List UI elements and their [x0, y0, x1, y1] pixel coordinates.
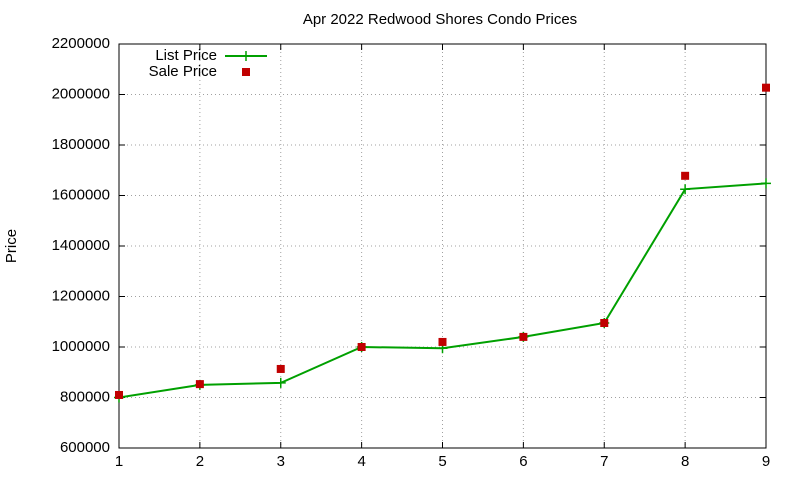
x-tick-label: 5: [438, 453, 446, 470]
point: [438, 337, 447, 346]
plot-frame: [118, 43, 767, 449]
y-tick-label: 1600000: [52, 186, 110, 203]
point: [761, 178, 771, 189]
x-tick-label: 8: [681, 453, 689, 470]
y-axis-label: Price: [3, 229, 20, 263]
y-tick-label: 1800000: [52, 136, 110, 153]
y-tick-label: 2000000: [52, 85, 110, 102]
point: [357, 343, 366, 351]
x-tick-label: 7: [600, 453, 608, 470]
legend-swatch: [242, 68, 250, 76]
x-tick-label: 2: [196, 453, 204, 470]
y-tick-label: 1200000: [52, 287, 110, 304]
y-tick-label: 600000: [60, 439, 110, 456]
x-tick-label: 1: [115, 453, 123, 470]
y-tick-label: 1000000: [52, 338, 110, 355]
legend-label: Sale Price: [149, 63, 217, 80]
y-tick-label: 2200000: [52, 35, 110, 52]
legend-swatch: [241, 51, 251, 61]
y-tick-label: 800000: [60, 388, 110, 405]
x-tick-label: 6: [519, 453, 527, 470]
series-line: [118, 182, 767, 399]
x-tick-label: 4: [357, 453, 365, 470]
chart-title: Apr 2022 Redwood Shores Condo Prices: [303, 11, 577, 28]
point: [600, 319, 609, 328]
x-tick-label: 3: [277, 453, 285, 470]
point: [681, 171, 690, 180]
point: [115, 390, 123, 399]
point: [276, 364, 285, 373]
legend-label: List Price: [155, 47, 217, 64]
point: [762, 83, 770, 92]
x-tick-label: 9: [762, 453, 770, 470]
point: [680, 184, 691, 195]
y-tick-label: 1400000: [52, 237, 110, 254]
point: [275, 377, 286, 388]
point: [195, 380, 204, 389]
point: [519, 332, 528, 341]
